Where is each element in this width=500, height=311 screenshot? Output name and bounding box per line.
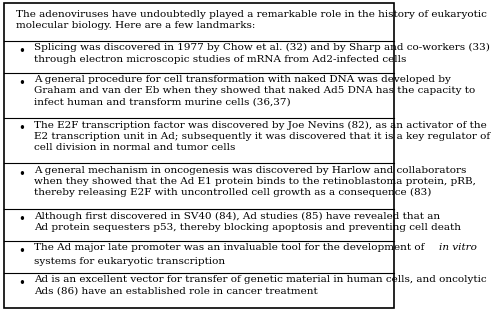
Text: •: • bbox=[18, 245, 26, 258]
Text: The adenoviruses have undoubtedly played a remarkable role in the history of euk: The adenoviruses have undoubtedly played… bbox=[16, 10, 487, 30]
Text: A general procedure for cell transformation with naked DNA was developed by
Grah: A general procedure for cell transformat… bbox=[34, 75, 475, 106]
Text: •: • bbox=[18, 45, 26, 58]
FancyBboxPatch shape bbox=[4, 3, 394, 308]
Text: The Ad major late promoter was an invaluable tool for the development of: The Ad major late promoter was an invalu… bbox=[34, 244, 427, 253]
Text: •: • bbox=[18, 277, 26, 290]
Text: The E2F transcription factor was discovered by Joe Nevins (82), as an activator : The E2F transcription factor was discove… bbox=[34, 121, 490, 152]
Text: •: • bbox=[18, 77, 26, 90]
Text: Although first discovered in SV40 (84), Ad studies (85) have revealed that an
Ad: Although first discovered in SV40 (84), … bbox=[34, 211, 461, 232]
Text: A general mechanism in oncogenesis was discovered by Harlow and collaborators
wh: A general mechanism in oncogenesis was d… bbox=[34, 166, 476, 197]
Text: Splicing was discovered in 1977 by Chow et al. (32) and by Sharp and co-workers : Splicing was discovered in 1977 by Chow … bbox=[34, 43, 490, 63]
Text: •: • bbox=[18, 122, 26, 135]
Text: in vitro: in vitro bbox=[438, 244, 476, 253]
Text: •: • bbox=[18, 213, 26, 226]
Text: systems for eukaryotic transcription: systems for eukaryotic transcription bbox=[34, 257, 225, 266]
Text: Ad is an excellent vector for transfer of genetic material in human cells, and o: Ad is an excellent vector for transfer o… bbox=[34, 275, 486, 295]
Text: •: • bbox=[18, 168, 26, 181]
